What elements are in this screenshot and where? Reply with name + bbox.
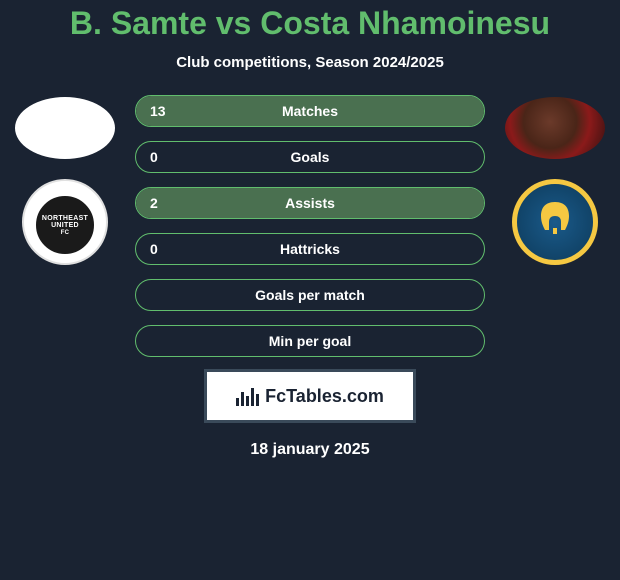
stat-label: Goals per match <box>255 287 365 303</box>
stat-row-matches: 13 Matches <box>135 95 485 127</box>
footer-date: 18 january 2025 <box>250 441 369 459</box>
club-logo-right-inner <box>531 194 579 250</box>
stat-row-mpg: Min per goal <box>135 325 485 357</box>
title: B. Samte vs Costa Nhamoinesu <box>70 5 550 42</box>
brand-bars-icon <box>236 386 259 406</box>
player2-name: Costa Nhamoinesu <box>260 5 550 41</box>
player1-name: B. Samte <box>70 5 207 41</box>
brand-text: FcTables.com <box>265 386 384 407</box>
elephant-icon <box>531 194 579 242</box>
stat-row-hattricks: 0 Hattricks <box>135 233 485 265</box>
stat-left-value: 0 <box>150 149 158 165</box>
stat-label: Min per goal <box>269 333 351 349</box>
player1-photo <box>15 97 115 159</box>
stats-wrapper: NORTHEAST UNITED FC 13 Matches 0 Goals 2 <box>0 95 620 357</box>
stats-column: 13 Matches 0 Goals 2 Assists 0 Hattricks <box>135 95 485 357</box>
club-left-name: NORTHEAST UNITED <box>36 215 94 229</box>
stat-row-gpm: Goals per match <box>135 279 485 311</box>
left-column: NORTHEAST UNITED FC <box>15 95 115 357</box>
club-logo-right <box>512 179 598 265</box>
stat-label: Assists <box>285 195 335 211</box>
stat-row-assists: 2 Assists <box>135 187 485 219</box>
stat-left-value: 2 <box>150 195 158 211</box>
club-left-sub: FC <box>61 230 70 236</box>
vs-label: vs <box>216 5 252 41</box>
stat-row-goals: 0 Goals <box>135 141 485 173</box>
stat-label: Hattricks <box>280 241 340 257</box>
stat-label: Matches <box>282 103 338 119</box>
subtitle: Club competitions, Season 2024/2025 <box>176 54 444 71</box>
stat-left-value: 13 <box>150 103 166 119</box>
player2-photo <box>505 97 605 159</box>
stat-label: Goals <box>291 149 330 165</box>
footer-brand-badge: FcTables.com <box>204 369 416 423</box>
club-logo-left: NORTHEAST UNITED FC <box>22 179 108 265</box>
comparison-card: B. Samte vs Costa Nhamoinesu Club compet… <box>0 0 620 580</box>
right-column <box>505 95 605 357</box>
stat-left-value: 0 <box>150 241 158 257</box>
club-logo-left-inner: NORTHEAST UNITED FC <box>33 193 97 257</box>
